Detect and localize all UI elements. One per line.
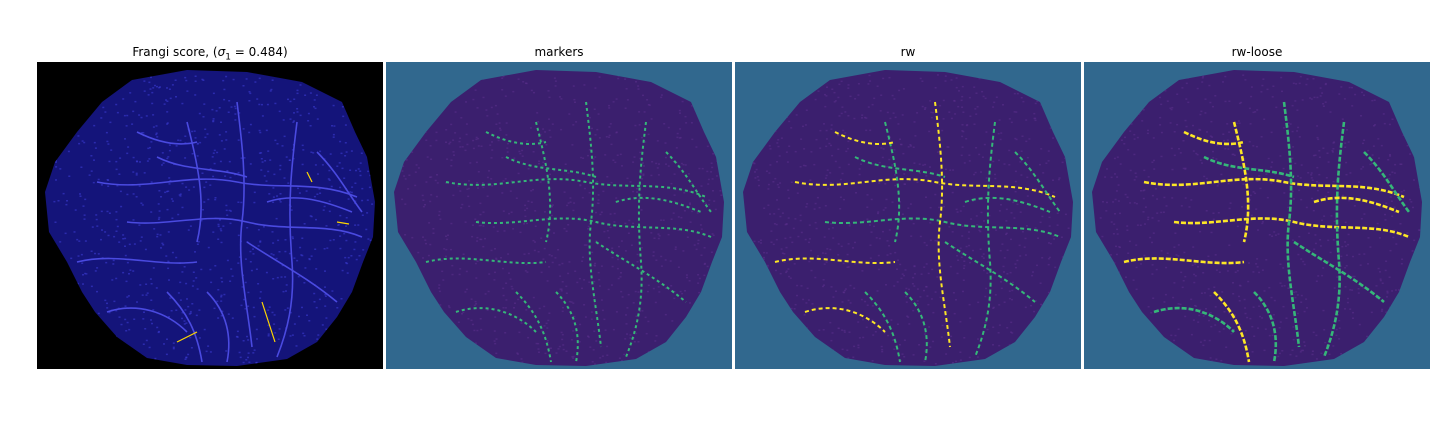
markers-title: markers	[534, 45, 584, 59]
vessel-streak	[585, 101, 602, 348]
vessel-streak	[625, 121, 647, 358]
frangi-svg	[37, 62, 383, 369]
vessel-streak	[1123, 257, 1245, 265]
vessel-streaks	[425, 101, 712, 363]
vessel-streak	[824, 217, 1061, 238]
vessel-streak	[854, 156, 946, 178]
markers-svg	[386, 62, 732, 369]
vessel-streak	[136, 131, 198, 145]
vessel-streak	[246, 241, 338, 303]
vessel-streak	[595, 241, 687, 303]
rw-image	[735, 62, 1081, 369]
vessel-streak	[1253, 291, 1278, 363]
rw-loose-svg	[1084, 62, 1430, 369]
highlight-streak	[261, 301, 276, 343]
vessel-streak	[1363, 151, 1411, 213]
vessel-streak	[126, 217, 363, 238]
vessel-streak	[834, 131, 896, 145]
vessel-streak	[1173, 217, 1410, 239]
texture-speckles	[52, 74, 374, 365]
vessel-streak	[1153, 306, 1235, 333]
vessel-streak	[794, 178, 1056, 198]
vessel-streak	[1203, 155, 1295, 179]
vessel-streak	[515, 291, 552, 363]
vessel-streak	[555, 291, 579, 363]
vessel-streak	[1232, 121, 1250, 243]
vessel-streak	[964, 196, 1051, 213]
vessel-streak	[1322, 121, 1346, 358]
vessel-streak	[106, 307, 188, 333]
vessel-streak	[804, 307, 886, 333]
vessel-streak	[1183, 130, 1245, 146]
vessel-streak	[236, 101, 253, 348]
vessel-streak	[206, 291, 230, 363]
vessel-streak	[535, 121, 552, 243]
vessel-streak	[266, 197, 353, 213]
vessel-streaks	[76, 101, 363, 363]
vessel-streak	[974, 121, 996, 358]
vessel-streak	[76, 257, 198, 264]
vessel-streak	[665, 151, 712, 213]
vessel-streak	[186, 121, 202, 243]
vessel-streak	[485, 131, 547, 145]
rw-title: rw	[900, 45, 916, 59]
vessel-streaks	[774, 101, 1061, 363]
rw-loose-title: rw-loose	[1231, 45, 1283, 59]
vessel-streak	[774, 257, 896, 265]
vessel-streak	[1293, 240, 1385, 303]
markers-image	[386, 62, 732, 369]
vessel-streak	[276, 121, 298, 358]
vessel-streak	[1282, 101, 1301, 348]
vessel-streak	[1313, 196, 1400, 214]
vessel-streak	[1213, 291, 1251, 363]
vessel-streak	[96, 178, 358, 198]
vessel-streak	[904, 291, 928, 363]
vessel-streak	[615, 196, 702, 213]
vessel-streaks	[1123, 101, 1411, 363]
vessel-streak	[316, 151, 363, 213]
highlight-streak	[176, 331, 198, 343]
vessel-streak	[445, 178, 707, 198]
vessel-streak	[455, 307, 537, 333]
vessel-streak	[156, 156, 248, 178]
vessel-streak	[1014, 151, 1061, 213]
vessel-streak	[1143, 177, 1405, 199]
vessel-streak	[475, 217, 712, 238]
frangi-image	[37, 62, 383, 369]
vessel-streak	[884, 121, 901, 243]
highlight-streak	[306, 171, 313, 183]
vessel-streak	[166, 291, 203, 363]
vessel-streak	[425, 257, 547, 265]
highlight-streak	[336, 221, 350, 225]
rw-loose-image	[1084, 62, 1430, 369]
vessel-streak	[934, 101, 951, 348]
frangi-title: Frangi score, (σ1 = 0.484)	[132, 45, 288, 63]
rw-svg	[735, 62, 1081, 369]
vessel-streak	[864, 291, 901, 363]
